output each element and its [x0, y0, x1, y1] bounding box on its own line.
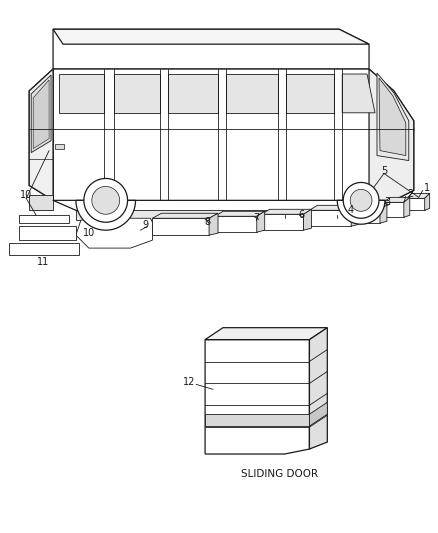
Text: 3: 3	[385, 197, 391, 207]
Polygon shape	[356, 203, 387, 207]
Polygon shape	[215, 211, 265, 216]
Text: 4: 4	[348, 205, 354, 215]
Text: SLIDING DOOR: SLIDING DOOR	[241, 469, 318, 479]
Polygon shape	[29, 69, 414, 200]
Polygon shape	[29, 69, 53, 200]
Polygon shape	[262, 209, 311, 214]
Polygon shape	[53, 29, 369, 44]
Polygon shape	[152, 218, 209, 235]
Polygon shape	[114, 74, 160, 113]
Polygon shape	[377, 73, 409, 160]
Polygon shape	[205, 414, 309, 426]
Text: 1: 1	[424, 183, 430, 193]
Polygon shape	[404, 197, 410, 217]
Polygon shape	[31, 75, 51, 152]
Polygon shape	[92, 187, 120, 214]
Polygon shape	[304, 209, 311, 230]
Polygon shape	[356, 207, 380, 223]
Polygon shape	[9, 243, 79, 255]
Polygon shape	[168, 74, 218, 113]
Polygon shape	[425, 193, 430, 211]
Polygon shape	[55, 144, 64, 149]
Polygon shape	[369, 69, 414, 200]
Polygon shape	[76, 218, 152, 248]
Polygon shape	[76, 211, 337, 220]
Polygon shape	[342, 74, 375, 113]
Polygon shape	[205, 328, 327, 340]
Text: 10: 10	[20, 190, 32, 200]
Text: 11: 11	[37, 257, 49, 267]
Polygon shape	[257, 211, 265, 232]
Polygon shape	[351, 205, 359, 226]
Polygon shape	[215, 216, 257, 232]
Polygon shape	[309, 205, 359, 211]
Polygon shape	[59, 74, 104, 113]
Polygon shape	[343, 182, 379, 218]
Polygon shape	[309, 211, 351, 226]
Polygon shape	[19, 226, 76, 240]
Text: 12: 12	[183, 377, 196, 387]
Polygon shape	[379, 78, 406, 156]
Polygon shape	[19, 215, 69, 223]
Polygon shape	[29, 196, 53, 211]
Text: 6: 6	[298, 210, 304, 220]
Polygon shape	[53, 29, 369, 69]
Polygon shape	[262, 214, 304, 230]
Polygon shape	[350, 189, 372, 211]
Polygon shape	[309, 402, 327, 426]
Polygon shape	[209, 213, 218, 235]
Polygon shape	[76, 200, 135, 230]
Polygon shape	[337, 200, 385, 224]
Polygon shape	[309, 328, 327, 449]
Text: 2: 2	[407, 189, 413, 199]
Text: 8: 8	[204, 217, 210, 227]
Polygon shape	[152, 213, 218, 218]
Polygon shape	[226, 74, 278, 113]
Polygon shape	[205, 340, 309, 454]
Text: 5: 5	[381, 166, 387, 175]
Text: 9: 9	[142, 220, 148, 230]
Polygon shape	[380, 203, 387, 223]
Polygon shape	[286, 74, 334, 113]
Polygon shape	[84, 179, 127, 222]
Text: 10: 10	[83, 228, 95, 238]
Polygon shape	[407, 193, 430, 198]
Text: 7: 7	[254, 213, 260, 223]
Polygon shape	[33, 80, 49, 149]
Polygon shape	[384, 203, 404, 217]
Polygon shape	[407, 198, 425, 211]
Polygon shape	[384, 197, 410, 203]
